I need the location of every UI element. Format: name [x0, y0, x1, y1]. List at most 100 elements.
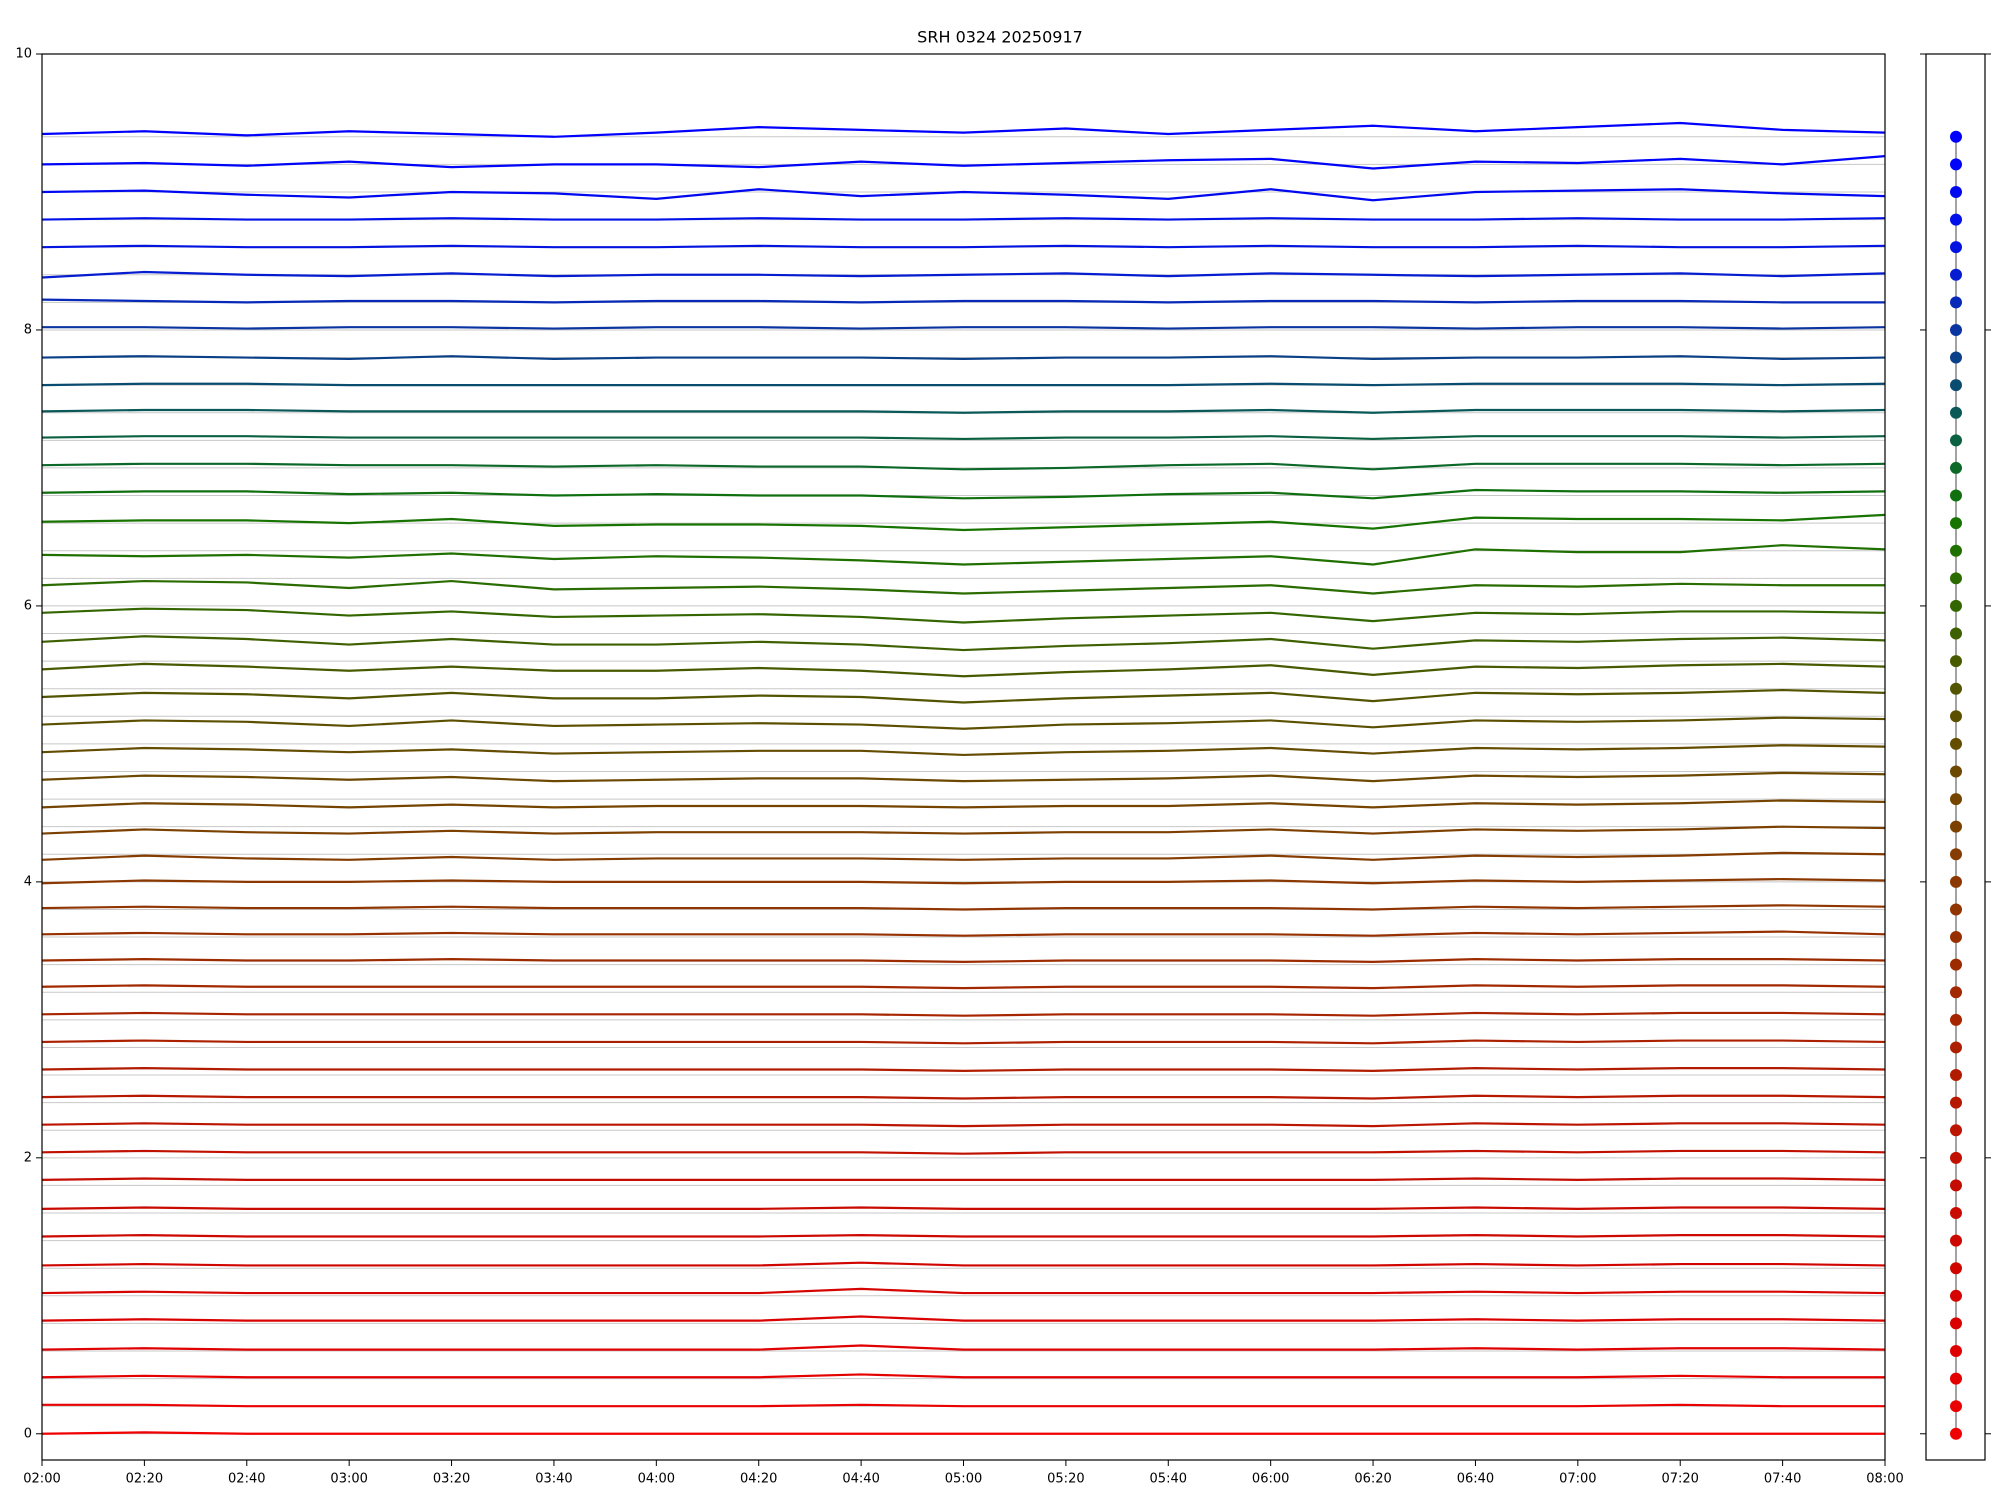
trace-line [41, 121, 1886, 138]
baseline-dot [1950, 130, 1962, 143]
baseline-dot [1950, 323, 1962, 336]
trace-line [41, 244, 1886, 249]
baseline-dot [1950, 655, 1962, 668]
x-tick-label: 04:20 [740, 1472, 777, 1487]
trace-line [42, 1403, 1885, 1408]
trace-line [41, 188, 1886, 202]
x-tick-label: 04:00 [638, 1472, 675, 1487]
trace-line [41, 1177, 1886, 1182]
baseline-dot [1950, 296, 1962, 309]
baseline-dot [1950, 1427, 1962, 1440]
trace-line [41, 355, 1886, 361]
y-tick-label: 2 [24, 1150, 32, 1165]
baseline-dot [1950, 185, 1962, 198]
trace-line [41, 744, 1886, 757]
side-panel [1920, 53, 1991, 1440]
baseline-dot [1950, 958, 1962, 971]
trace-line [41, 1233, 1886, 1238]
trace-line [41, 688, 1886, 704]
baseline-dot [1950, 1096, 1962, 1109]
baseline-dot [1950, 737, 1962, 750]
trace-line [41, 904, 1886, 911]
baseline-dot [1950, 351, 1962, 364]
x-tick-label: 05:00 [945, 1472, 982, 1487]
trace-line [41, 1011, 1886, 1017]
x-tick-label: 05:20 [1047, 1472, 1084, 1487]
y-tick-label: 10 [15, 47, 32, 62]
trace-line [41, 1122, 1886, 1128]
baseline-dot [1950, 1151, 1962, 1164]
baseline-dot [1950, 379, 1962, 392]
trace-line [41, 155, 1886, 170]
y-tick-label: 4 [24, 874, 32, 889]
main-frame [41, 53, 1886, 1461]
x-tick-label: 07:00 [1559, 1472, 1596, 1487]
trace-line [41, 1039, 1886, 1045]
trace-line [41, 662, 1886, 678]
x-tick-label: 04:40 [842, 1472, 879, 1487]
baseline-dot [1950, 1179, 1962, 1192]
trace-line [41, 408, 1886, 414]
baseline-dot [1950, 903, 1962, 916]
x-tick-label: 02:00 [23, 1472, 60, 1487]
baseline-dot [1950, 213, 1962, 226]
baseline-dot [1950, 710, 1962, 723]
trace-line [41, 1373, 1885, 1379]
baseline-dot [1950, 1234, 1962, 1247]
x-tick-label: 02:40 [228, 1472, 265, 1487]
y-tick-label: 0 [24, 1426, 32, 1441]
baseline-dot [1950, 1400, 1962, 1413]
x-tick-label: 03:00 [330, 1472, 367, 1487]
trace-line [41, 1206, 1886, 1210]
y-tick-label: 8 [24, 322, 32, 337]
baseline-dot [1950, 1262, 1962, 1275]
trace-line [41, 1431, 1885, 1435]
baseline-dot [1950, 489, 1962, 502]
trace-line [41, 435, 1886, 441]
trace-line [41, 382, 1886, 387]
x-tick-label: 06:20 [1354, 1472, 1391, 1487]
trace-line [41, 1149, 1886, 1155]
chart-title: SRH 0324 20250917 [917, 28, 1083, 47]
trace-line [41, 544, 1886, 566]
x-tick-label: 03:20 [433, 1472, 470, 1487]
baseline-dot [1950, 1013, 1962, 1026]
x-tick-label: 02:20 [126, 1472, 163, 1487]
baseline-dot [1950, 1041, 1962, 1054]
trace-line [41, 878, 1886, 885]
trace-line [41, 217, 1886, 221]
trace-line [41, 1315, 1886, 1322]
x-tick-label: 08:00 [1866, 1472, 1903, 1487]
trace-line [41, 270, 1886, 279]
baseline-dot [1950, 517, 1962, 530]
x-tick-label: 07:40 [1764, 1472, 1801, 1487]
traces [41, 121, 1886, 1435]
trace-line [41, 1067, 1886, 1073]
baseline-dot [1950, 627, 1962, 640]
x-tick-label: 03:40 [535, 1472, 572, 1487]
trace-line [41, 513, 1886, 532]
grid [42, 136, 1885, 1435]
trace-line [41, 1261, 1886, 1267]
trace-line [41, 958, 1886, 963]
baseline-dot [1950, 820, 1962, 833]
trace-line [41, 462, 1886, 471]
x-tick-label: 06:40 [1457, 1472, 1494, 1487]
baseline-dot [1950, 875, 1962, 888]
baseline-dot [1950, 268, 1962, 281]
trace-line [41, 488, 1886, 500]
baseline-dot [1950, 158, 1962, 171]
baseline-dot [1950, 599, 1962, 612]
baseline-dot [1950, 986, 1962, 999]
baseline-dot [1950, 848, 1962, 861]
baseline-dot [1950, 1344, 1962, 1357]
trace-line [41, 716, 1886, 730]
baseline-dot [1950, 1207, 1962, 1220]
trace-line [41, 607, 1886, 624]
x-tick-label: 07:20 [1661, 1472, 1698, 1487]
baseline-dot [1950, 544, 1962, 557]
trace-line [41, 851, 1886, 861]
trace-line [41, 771, 1886, 783]
